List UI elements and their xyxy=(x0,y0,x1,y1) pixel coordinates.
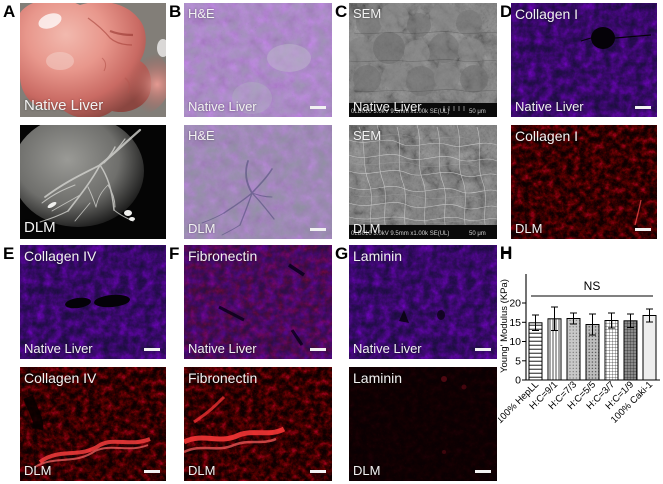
svg-text:15: 15 xyxy=(509,317,521,329)
svg-text:50 μm: 50 μm xyxy=(469,109,486,115)
svg-text:0: 0 xyxy=(515,375,521,387)
svg-text:NS: NS xyxy=(584,279,601,293)
svg-text:20: 20 xyxy=(509,298,521,310)
svg-text:10: 10 xyxy=(509,336,521,348)
svg-text:50 μm: 50 μm xyxy=(469,231,486,237)
svg-text:H: H xyxy=(500,243,512,262)
svg-text:5: 5 xyxy=(515,355,521,367)
